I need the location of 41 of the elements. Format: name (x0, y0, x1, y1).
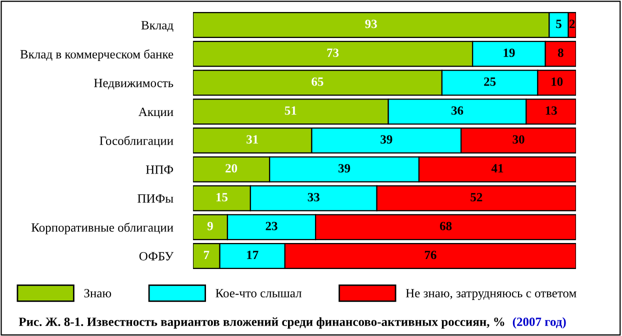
data-label: 5 (556, 20, 562, 28)
legend-label: Не знаю, затрудняюсь с ответом (406, 289, 576, 300)
data-label: 23 (266, 222, 278, 230)
legend-label: Кое-что слышал (216, 289, 302, 298)
data-label: 93 (365, 20, 377, 28)
data-label: 15 (216, 193, 228, 202)
data-label: 52 (470, 192, 482, 202)
y-tick-label: ПИФы (138, 194, 174, 203)
y-tick-label: НПФ (146, 166, 174, 174)
y-tick-label: Недвижимость (94, 78, 174, 90)
data-label: 33 (308, 192, 320, 202)
data-label: 8 (558, 48, 564, 57)
y-tick-label: Вклад (141, 21, 174, 32)
y-tick-label: ОФБУ (139, 252, 174, 260)
data-label: 65 (312, 77, 324, 86)
y-tick-label: Корпоративные облигации (32, 222, 174, 234)
data-label: 2 (570, 20, 575, 28)
data-label: 76 (424, 250, 436, 260)
data-label: 51 (284, 106, 296, 115)
y-tick-label: Гособлигации (100, 136, 174, 148)
data-label: 19 (504, 48, 515, 57)
data-label: 20 (226, 164, 238, 173)
data-label: 36 (451, 106, 464, 115)
data-label: 73 (327, 48, 339, 57)
y-tick-label: Вклад в коммерческом банке (20, 49, 174, 61)
data-label: 39 (338, 164, 350, 173)
legend-label: Знаю (84, 289, 112, 298)
data-label: 7 (204, 250, 210, 260)
text: (2007 год) (512, 317, 566, 329)
text: Рис. Ж. 8-1. Известность вариантов вложений среди финансово-активных россиян, % (18, 317, 504, 329)
data-label: 68 (440, 222, 452, 230)
data-label: 31 (246, 135, 258, 144)
data-label: 39 (380, 135, 392, 144)
y-tick-label: Акции (138, 108, 174, 118)
data-label: 17 (247, 250, 258, 260)
data-label: 9 (207, 222, 213, 230)
data-label: 25 (484, 77, 496, 86)
data-label: 13 (546, 106, 557, 115)
data-label: 10 (552, 77, 563, 86)
data-label: 41 (491, 164, 504, 172)
data-label: 30 (512, 135, 524, 144)
